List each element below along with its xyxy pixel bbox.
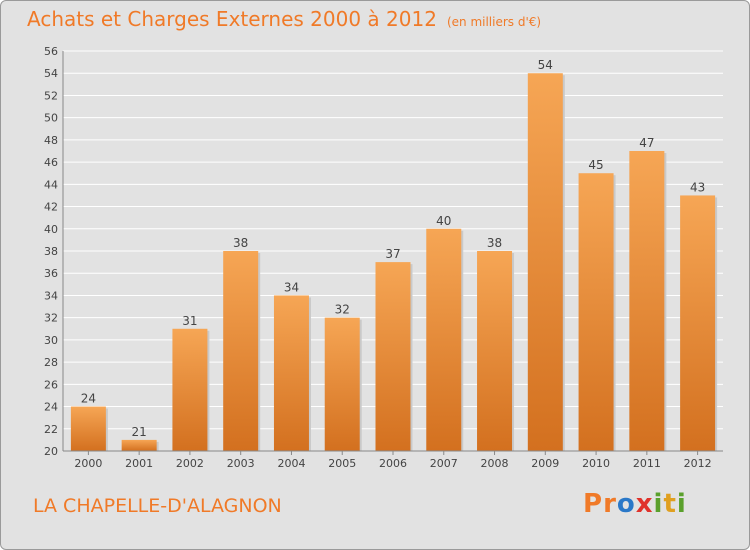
y-tick-label: 52 xyxy=(44,89,58,102)
data-label: 40 xyxy=(436,214,451,228)
data-label: 43 xyxy=(690,180,705,194)
logo-letter: o xyxy=(616,489,636,519)
bar xyxy=(629,151,665,451)
data-label: 38 xyxy=(487,236,502,250)
logo-letter: r xyxy=(603,489,617,519)
bar xyxy=(477,251,513,451)
x-tick-label: 2006 xyxy=(379,457,407,470)
data-label: 31 xyxy=(182,314,197,328)
x-tick-label: 2009 xyxy=(531,457,559,470)
x-tick-label: 2005 xyxy=(328,457,356,470)
bar xyxy=(273,295,309,451)
x-tick-label: 2000 xyxy=(74,457,102,470)
y-tick-label: 24 xyxy=(44,401,58,414)
x-tick-label: 2007 xyxy=(430,457,458,470)
y-tick-label: 34 xyxy=(44,289,58,302)
x-tick-label: 2004 xyxy=(277,457,305,470)
bar xyxy=(172,328,208,451)
y-tick-label: 42 xyxy=(44,201,58,214)
bar xyxy=(426,228,462,451)
x-tick-label: 2011 xyxy=(633,457,661,470)
x-tick-label: 2010 xyxy=(582,457,610,470)
chart-title-text: Achats et Charges Externes 2000 à 2012 xyxy=(27,7,437,31)
x-tick-label: 2001 xyxy=(125,457,153,470)
data-label: 38 xyxy=(233,236,248,250)
x-tick-label: 2002 xyxy=(176,457,204,470)
logo-letter: i xyxy=(676,489,687,519)
proxiti-logo: Proxiti xyxy=(583,489,687,519)
y-tick-label: 26 xyxy=(44,378,58,391)
bar xyxy=(680,195,716,451)
y-tick-label: 36 xyxy=(44,267,58,280)
chart-unit: (en milliers d'€) xyxy=(446,15,542,29)
bar xyxy=(375,262,411,451)
x-tick-label: 2012 xyxy=(684,457,712,470)
y-tick-label: 56 xyxy=(44,45,58,58)
bars: 24 21 31 38 34 32 37 40 38 54 45 47 43 xyxy=(70,58,718,451)
y-tick-label: 30 xyxy=(44,334,58,347)
y-tick-label: 44 xyxy=(44,178,58,191)
data-label: 47 xyxy=(639,136,654,150)
x-axis: 2000 2001 2002 2003 2004 2005 2006 2007 2008 2009… xyxy=(63,450,723,470)
y-tick-label: 50 xyxy=(44,112,58,125)
logo-letter: i xyxy=(653,489,664,519)
bar xyxy=(70,406,106,451)
y-tick-label: 20 xyxy=(44,445,58,458)
data-label: 45 xyxy=(588,158,603,172)
bar xyxy=(527,73,563,451)
y-tick-label: 54 xyxy=(44,67,58,80)
y-tick-label: 28 xyxy=(44,356,58,369)
logo-letter: t xyxy=(663,489,677,519)
y-axis: 20 22 24 26 28 30 32 34 36 38 40 42 44 46 48 50 52 54 56 xyxy=(44,45,64,458)
y-tick-label: 22 xyxy=(44,423,58,436)
data-label: 34 xyxy=(284,280,299,294)
data-label: 37 xyxy=(385,247,400,261)
bar xyxy=(324,317,360,451)
bar xyxy=(121,439,157,451)
data-label: 32 xyxy=(335,303,350,317)
logo-letter: x xyxy=(635,489,654,519)
commune-name: LA CHAPELLE-D'ALAGNON xyxy=(33,495,282,517)
y-tick-label: 46 xyxy=(44,156,58,169)
y-tick-label: 40 xyxy=(44,223,58,236)
x-tick-label: 2008 xyxy=(481,457,509,470)
data-label: 24 xyxy=(81,392,96,406)
y-tick-label: 32 xyxy=(44,312,58,325)
bar xyxy=(223,251,259,451)
data-label: 21 xyxy=(132,425,147,439)
x-tick-label: 2003 xyxy=(227,457,255,470)
logo-letter: P xyxy=(583,489,604,519)
y-tick-label: 48 xyxy=(44,134,58,147)
data-label: 54 xyxy=(538,58,553,72)
bar xyxy=(578,173,614,451)
y-tick-label: 38 xyxy=(44,245,58,258)
chart-title: Achats et Charges Externes 2000 à 2012 (e… xyxy=(27,7,541,31)
